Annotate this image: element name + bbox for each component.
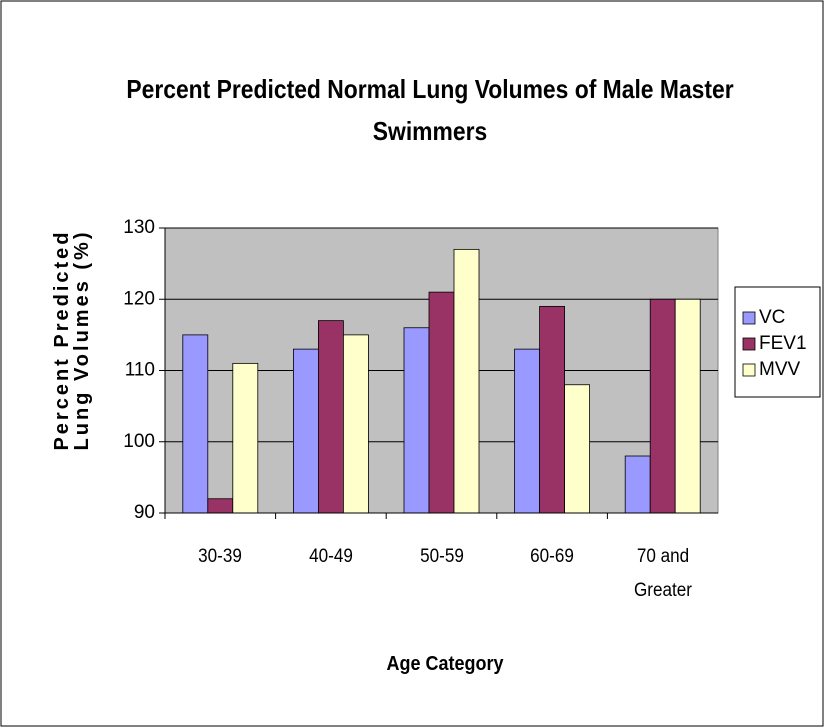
bar <box>428 291 455 514</box>
bar <box>182 334 209 514</box>
y-tick-label: 130 <box>123 217 155 238</box>
x-tick-label: 30-39 <box>198 546 243 567</box>
bar <box>539 305 565 514</box>
bar <box>564 384 590 514</box>
bar <box>342 334 369 514</box>
bar <box>649 298 676 514</box>
bar <box>674 298 701 514</box>
bar <box>292 348 319 514</box>
x-tick-label: 50-59 <box>419 546 464 567</box>
x-tick-label: 70 and Greater <box>633 546 692 601</box>
bar <box>453 248 480 514</box>
bar <box>317 320 344 514</box>
legend-swatch <box>742 363 756 377</box>
bar <box>232 362 259 514</box>
legend-swatch <box>742 337 756 351</box>
y-tick-label: 110 <box>125 360 155 381</box>
legend-swatch <box>742 311 756 325</box>
y-tick-label: 100 <box>123 431 155 452</box>
x-tick-label: 60-69 <box>530 546 574 567</box>
bar <box>624 455 651 514</box>
y-tick-label: 120 <box>123 288 155 309</box>
bar <box>207 498 234 514</box>
x-axis-label: Age Category <box>386 653 504 675</box>
y-axis-label: Percent Predicted Lung Volumes (%) <box>51 229 93 451</box>
legend-label: VC <box>759 307 785 328</box>
legend-label: FEV1 <box>759 333 807 354</box>
y-tick-label: 90 <box>134 502 155 523</box>
x-tick-label: 40-49 <box>309 546 353 567</box>
bar <box>403 327 430 514</box>
chart-title: Percent Predicted Normal Lung Volumes of… <box>126 74 734 146</box>
legend-label: MVV <box>759 359 801 380</box>
bar <box>514 348 540 514</box>
